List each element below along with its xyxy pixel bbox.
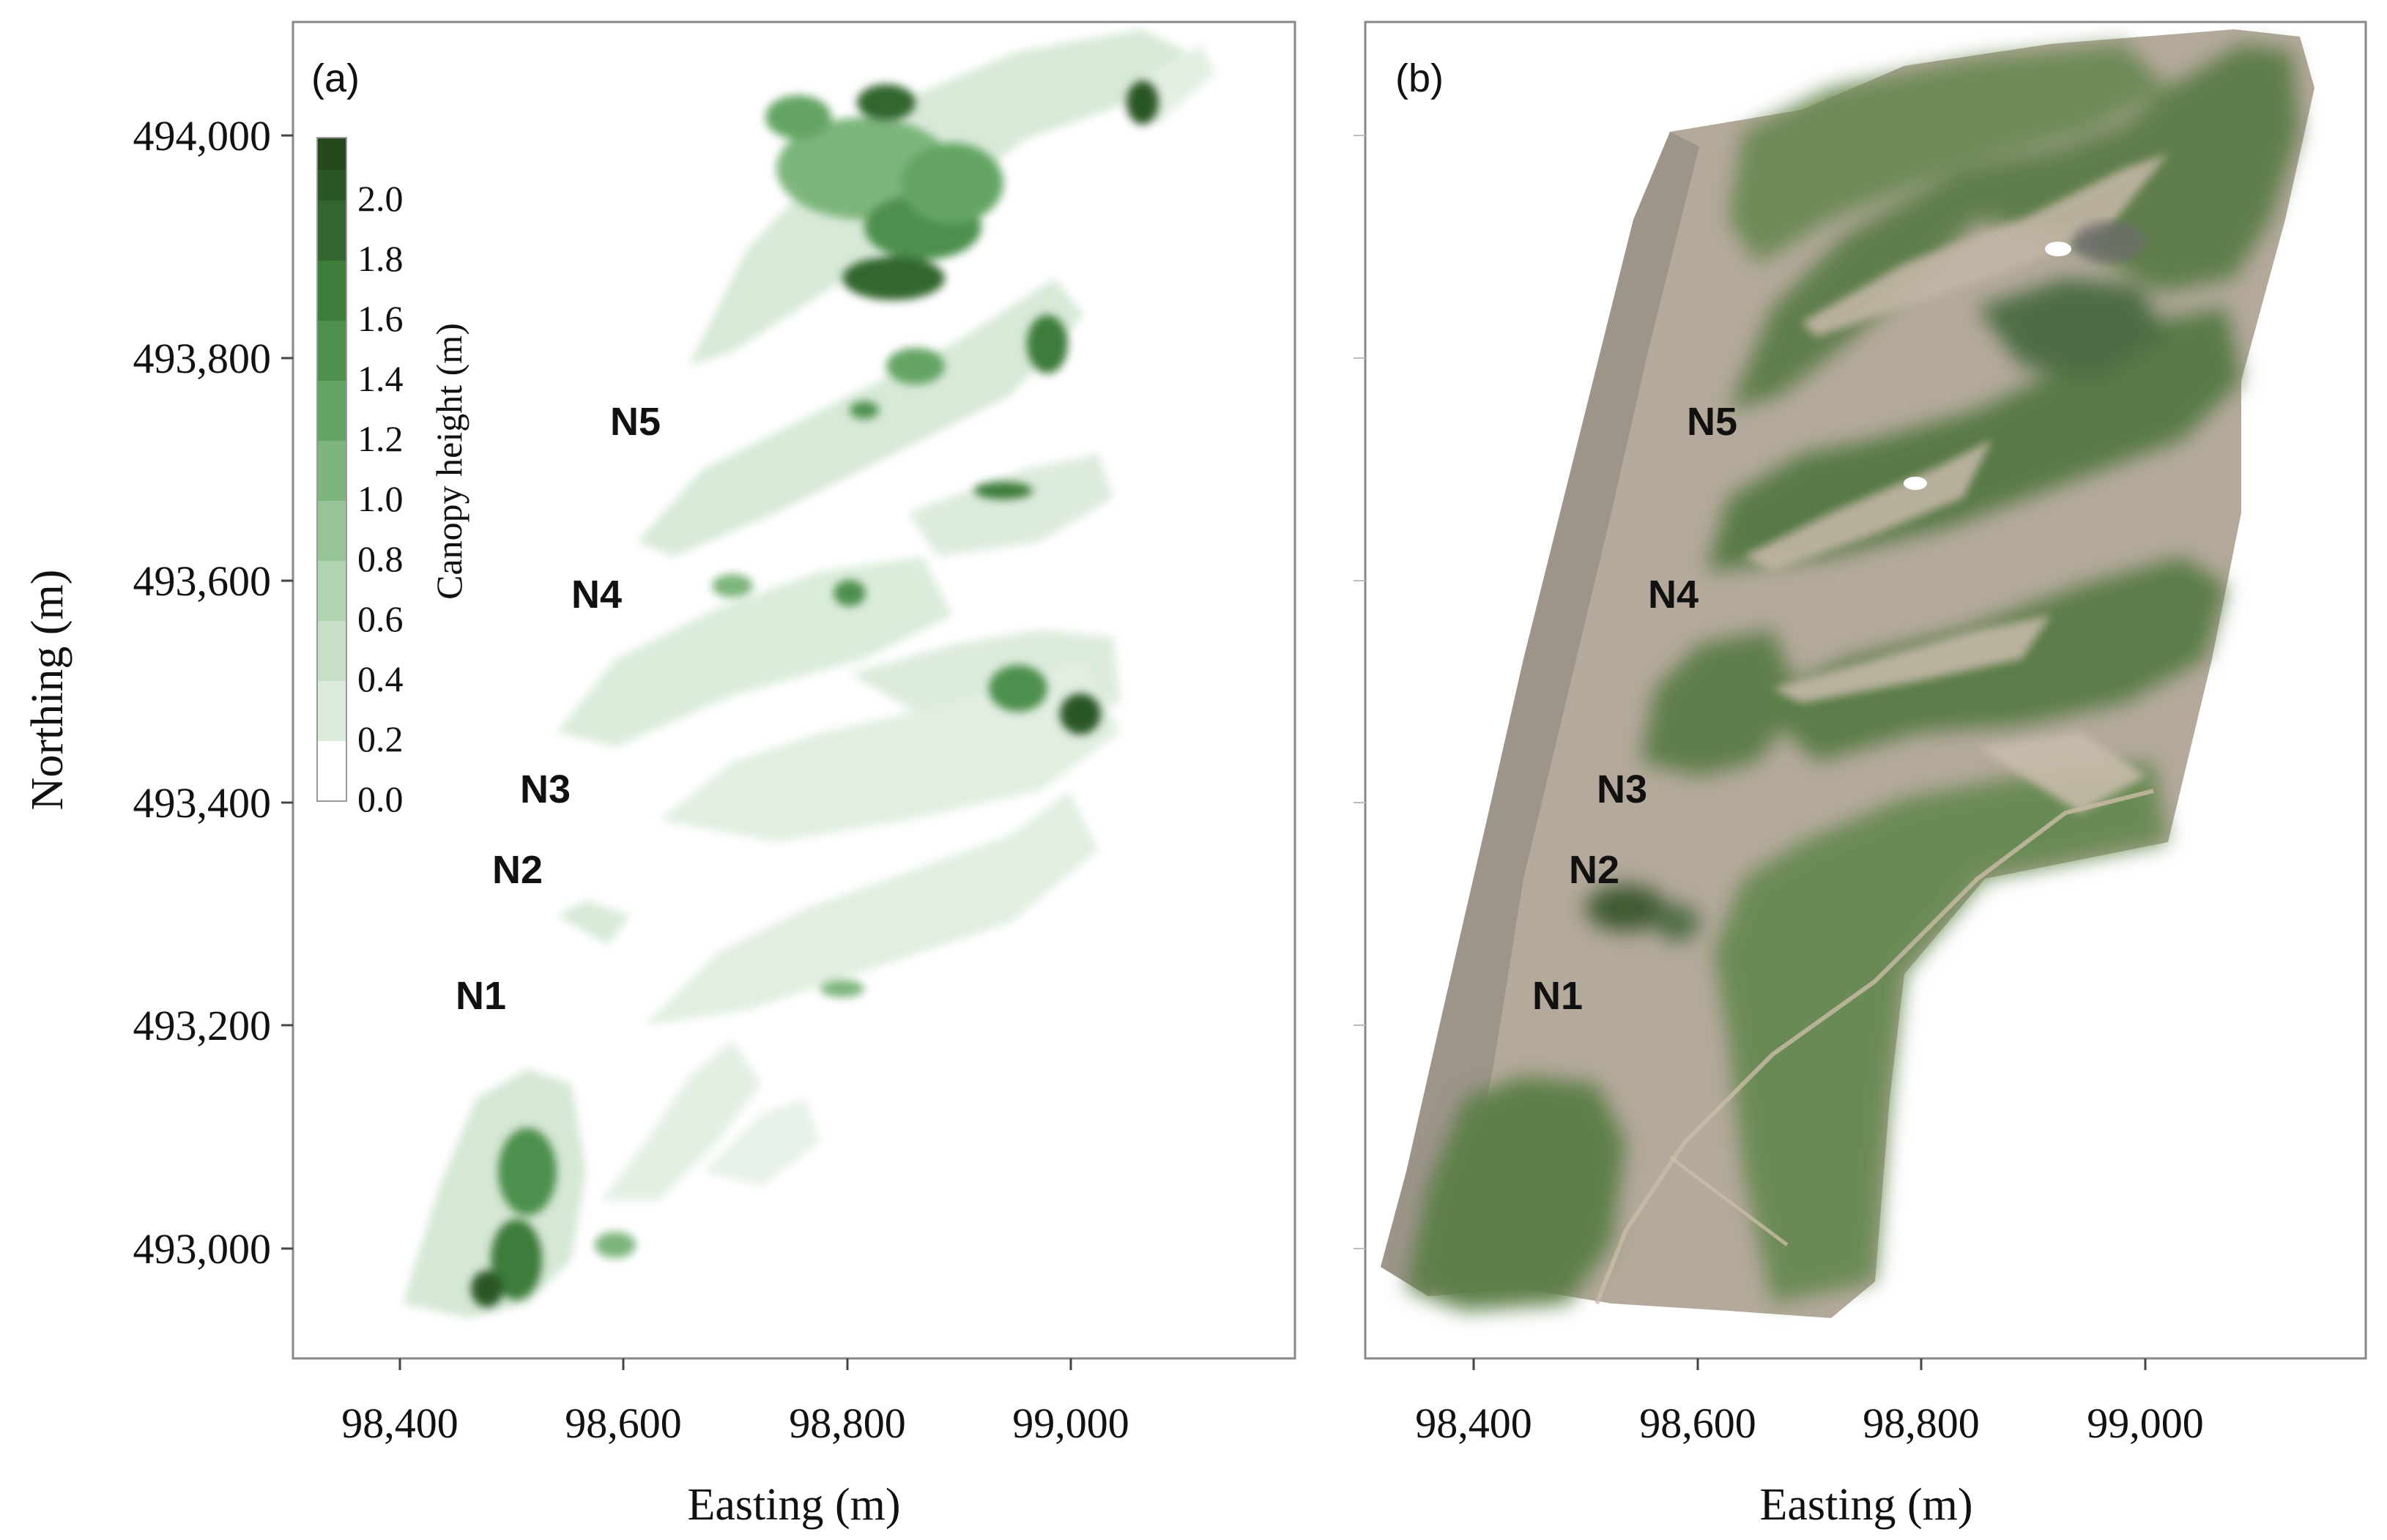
site-label-n4: N4	[1648, 573, 1699, 617]
site-label-n2: N2	[492, 848, 543, 892]
colorbar-tick-label: 2.0	[357, 178, 404, 219]
site-label-n3: N3	[520, 767, 571, 811]
colorbar-tick-label: 0.4	[357, 658, 404, 699]
axes-frame-a	[292, 21, 1296, 1360]
y-tick-label: 493,000	[133, 1225, 272, 1273]
colorbar-tick-label: 0.6	[357, 598, 404, 639]
site-label-n5: N5	[610, 400, 661, 444]
axes-frame-b	[1364, 21, 2367, 1360]
orthophoto	[1381, 29, 2314, 1318]
x-tick-label: 99,000	[1012, 1399, 1129, 1447]
colorbar-tick-label: 0.0	[357, 778, 404, 819]
y-tick-label: 493,400	[133, 779, 272, 827]
x-tick-label: 98,800	[1863, 1399, 1980, 1447]
panel-label-b: (b)	[1395, 56, 1444, 100]
colorbar-tick-label: 1.8	[357, 238, 404, 279]
site-label-n1: N1	[1532, 974, 1583, 1018]
panel-b: 98,400 98,600 98,800 99,000 Easting (m) …	[1354, 21, 2367, 1530]
site-label-n4: N4	[571, 573, 622, 617]
colorbar-tick-label: 1.2	[357, 418, 404, 459]
x-tick-label: 98,600	[1639, 1399, 1756, 1447]
site-label-n2: N2	[1569, 848, 1619, 892]
y-axis-label-a: Northing (m)	[23, 570, 73, 811]
colorbar-tick-label: 1.6	[357, 298, 404, 339]
site-label-n5: N5	[1687, 400, 1737, 444]
x-tick-label: 98,400	[341, 1399, 459, 1447]
x-ticks-a	[398, 1358, 1072, 1370]
x-tick-label: 98,800	[789, 1399, 906, 1447]
y-tick-label: 493,200	[133, 1002, 272, 1049]
site-label-n1: N1	[456, 974, 506, 1018]
x-tick-label: 99,000	[2087, 1399, 2204, 1447]
y-tick-label: 493,800	[133, 335, 272, 382]
y-ticks-a	[281, 134, 293, 1250]
colorbar	[316, 137, 347, 802]
colorbar-tick-label: 0.8	[357, 538, 404, 579]
x-tick-label: 98,600	[565, 1399, 682, 1447]
canopy-height-map	[403, 29, 1216, 1318]
x-axis-label-b: Easting (m)	[1760, 1480, 1973, 1530]
colorbar-tick-label: 0.2	[357, 718, 404, 759]
panel-a: 494,000 493,800 493,600 493,400 493,200 …	[23, 21, 1296, 1530]
beach-strip	[1381, 132, 1699, 1296]
panel-label-a: (a)	[311, 56, 360, 100]
x-axis-label-a: Easting (m)	[688, 1480, 901, 1530]
colorbar-label: Canopy height (m)	[428, 323, 469, 600]
colorbar-tick-label: 1.0	[357, 478, 404, 519]
colorbar-tick-label: 1.4	[357, 358, 404, 399]
x-ticks-b	[1472, 1358, 2147, 1370]
site-label-n3: N3	[1597, 767, 1647, 811]
y-tick-label: 494,000	[133, 112, 272, 160]
y-tick-label: 493,600	[133, 557, 272, 605]
y-ticks-b	[1354, 135, 1365, 1249]
x-tick-label: 98,400	[1415, 1399, 1532, 1447]
